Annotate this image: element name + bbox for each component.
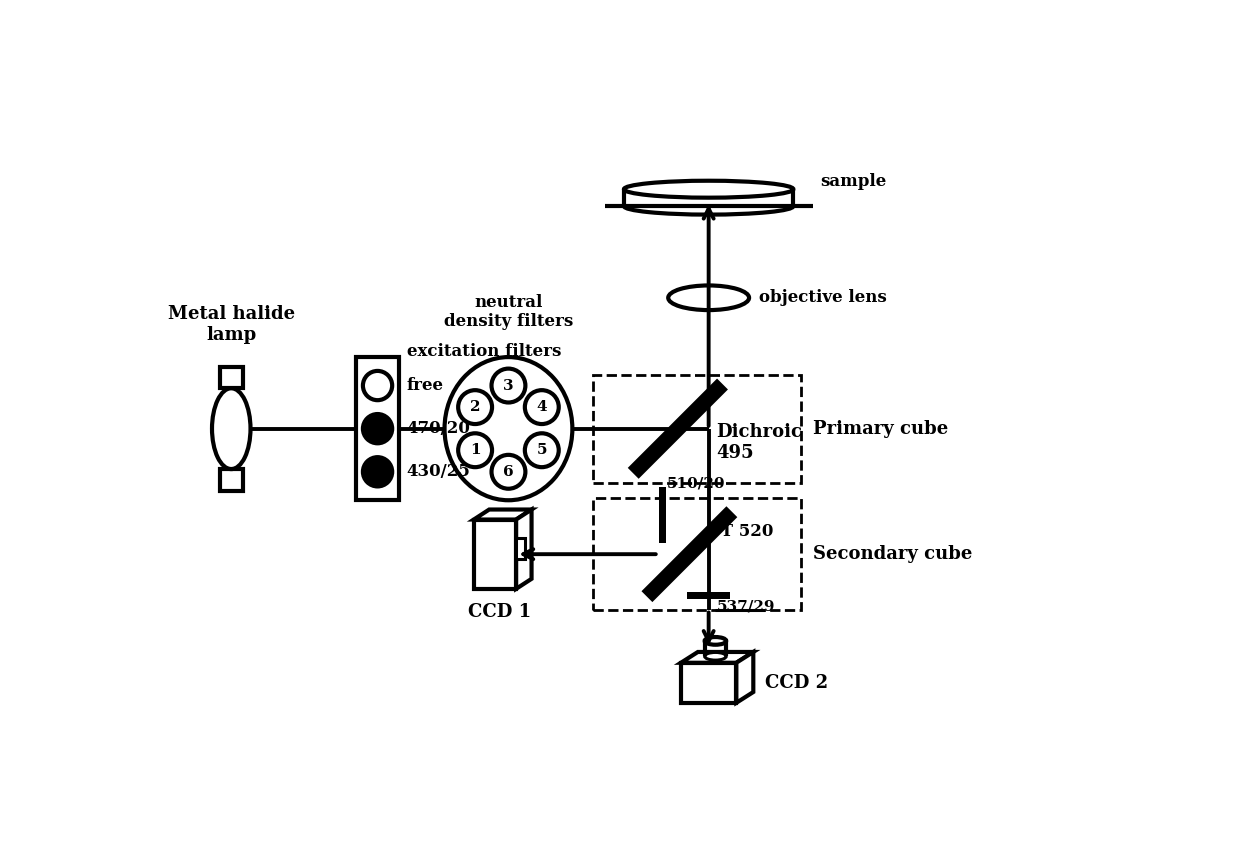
Circle shape [363,457,392,486]
FancyBboxPatch shape [516,539,526,559]
Polygon shape [737,652,754,703]
Text: sample: sample [821,173,887,190]
Text: 6: 6 [503,465,513,479]
Text: 3: 3 [503,378,513,393]
Text: objective lens: objective lens [759,289,887,306]
Text: 5: 5 [537,444,547,457]
Polygon shape [627,378,728,479]
Text: 4: 4 [537,400,547,414]
Text: 470/20: 470/20 [407,420,471,438]
Text: 510/20: 510/20 [666,476,725,490]
Text: 430/25: 430/25 [407,463,471,480]
Ellipse shape [704,637,727,644]
Text: Secondary cube: Secondary cube [812,545,972,563]
FancyBboxPatch shape [474,520,516,589]
Text: 1: 1 [470,444,480,457]
Text: CCD 1: CCD 1 [467,602,531,620]
Circle shape [363,414,392,444]
FancyBboxPatch shape [658,487,666,542]
Polygon shape [516,510,532,589]
Polygon shape [474,510,532,520]
Text: 537/29: 537/29 [717,600,775,613]
Text: Dichroic
495: Dichroic 495 [717,423,802,462]
Polygon shape [681,652,754,662]
Text: Primary cube: Primary cube [812,420,947,438]
Text: 2: 2 [470,400,480,414]
Text: neutral
density filters: neutral density filters [444,293,573,330]
Text: free: free [407,377,444,394]
Polygon shape [641,506,738,602]
Text: excitation filters: excitation filters [407,343,562,360]
Text: CCD 2: CCD 2 [765,674,828,692]
FancyBboxPatch shape [681,662,737,703]
Text: FT 520: FT 520 [708,523,773,540]
Text: Metal halide
lamp: Metal halide lamp [167,305,295,344]
FancyBboxPatch shape [687,592,730,599]
Ellipse shape [704,652,727,660]
